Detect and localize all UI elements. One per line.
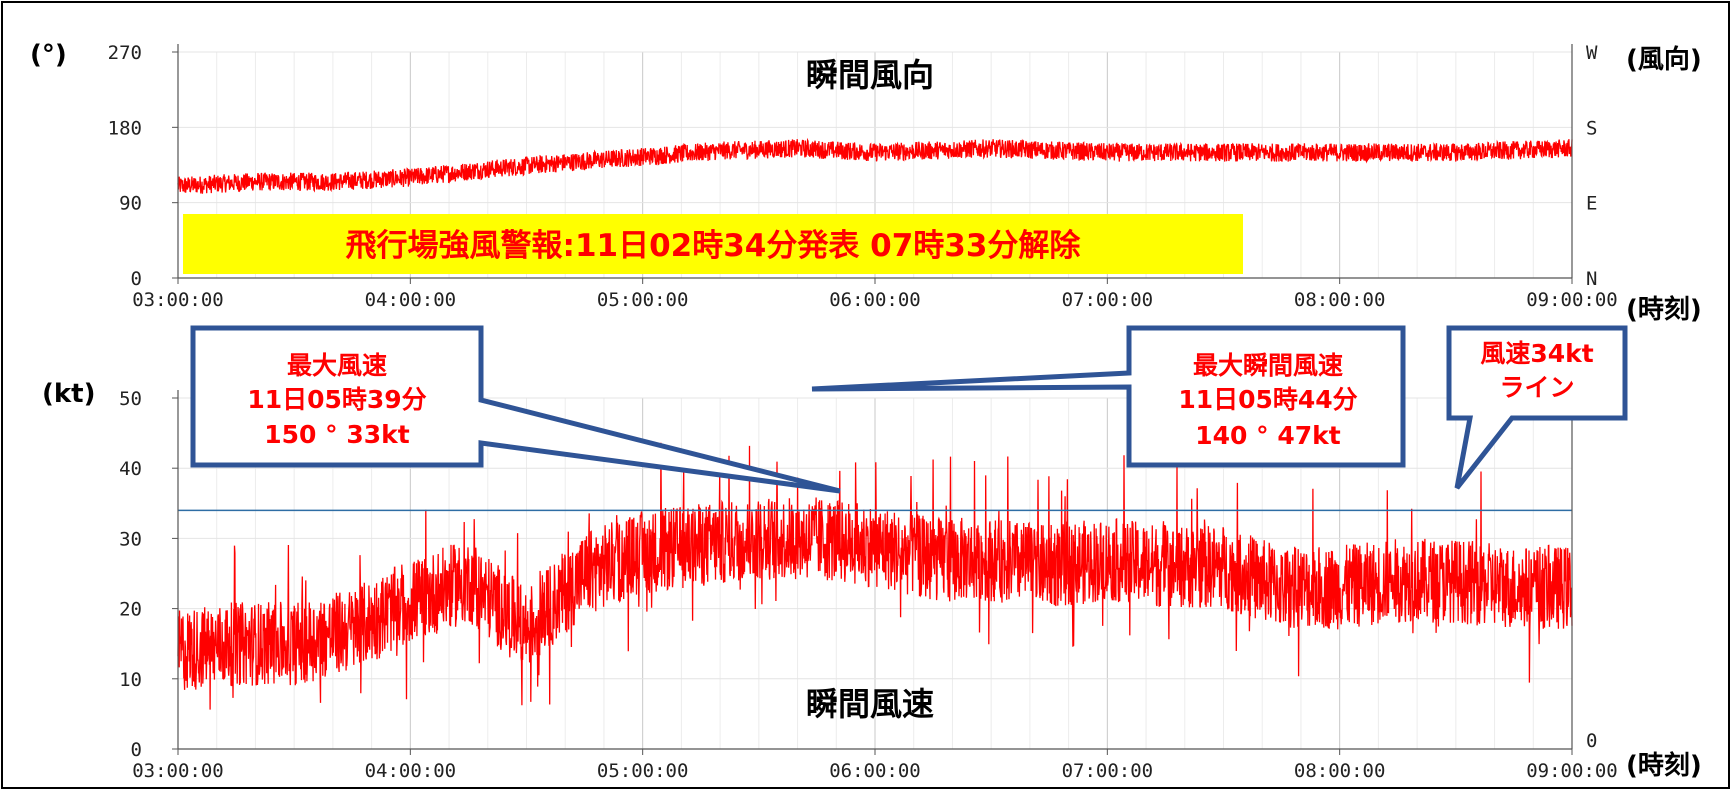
direction-y2-tick-label: W xyxy=(1586,42,1598,64)
speed-y-tick-label: 10 xyxy=(119,669,142,691)
direction-y2-tick-label: N xyxy=(1586,268,1597,290)
speed-x-tick-label: 08:00:00 xyxy=(1294,760,1386,782)
speed-y2-tick-label: 0 xyxy=(1586,730,1597,752)
speed-x-tick-label: 06:00:00 xyxy=(829,760,921,782)
direction-x-tick-label: 03:00:00 xyxy=(132,289,224,311)
speed-x-tick-label: 03:00:00 xyxy=(132,760,224,782)
speed-y-tick-label: 20 xyxy=(119,599,142,621)
callout-max-wind-line3: 150 ° 33kt xyxy=(264,420,410,449)
speed-chart-title: 瞬間風速 xyxy=(806,685,934,723)
callout-34kt-line: 風速34kt ライン xyxy=(1446,325,1628,490)
warning-banner-text: 飛行場強風警報:11日02時34分発表 07時33分解除 xyxy=(346,228,1082,264)
callout-max-gust: 最大瞬間風速 11日05時44分 140 ° 47kt xyxy=(811,325,1406,468)
direction-series xyxy=(177,137,1573,194)
degree-unit-label: (°) xyxy=(30,40,67,70)
speed-y-tick-label: 50 xyxy=(119,388,142,410)
wind-direction-unit-label: (風向) xyxy=(1626,44,1702,75)
speed-y-tick-label: 0 xyxy=(131,739,142,761)
speed-y-tick-label: 30 xyxy=(119,528,142,550)
direction-y-tick-label: 0 xyxy=(131,268,142,290)
direction-y2-tick-label: S xyxy=(1586,117,1597,139)
callout-max-wind-line2: 11日05時39分 xyxy=(247,385,426,414)
direction-y-tick-label: 180 xyxy=(108,117,142,139)
speed-axes: 03:00:00 04:00:00 05:00:00 06:00:00 07:00:00… xyxy=(119,388,1618,782)
callout-max-wind: 最大風速 11日05時39分 150 ° 33kt xyxy=(190,325,841,494)
direction-chart-title: 瞬間風向 xyxy=(806,56,934,94)
callout-max-gust-line3: 140 ° 47kt xyxy=(1195,421,1341,450)
direction-x-tick-label: 04:00:00 xyxy=(365,289,457,311)
speed-x-tick-label: 05:00:00 xyxy=(597,760,689,782)
direction-x-tick-label: 08:00:00 xyxy=(1294,289,1386,311)
kt-unit-label: (kt) xyxy=(42,379,96,409)
direction-y-tick-label: 90 xyxy=(119,193,142,215)
speed-x-tick-label: 04:00:00 xyxy=(365,760,457,782)
direction-x-tick-label: 05:00:00 xyxy=(597,289,689,311)
callout-34kt-line1: 風速34kt xyxy=(1480,339,1593,368)
direction-x-tick-label: 09:00:00 xyxy=(1526,289,1618,311)
speed-x-tick-label: 09:00:00 xyxy=(1526,760,1618,782)
direction-y-tick-label: 270 xyxy=(108,42,142,64)
callout-max-wind-line1: 最大風速 xyxy=(287,351,387,380)
direction-series-line xyxy=(177,137,1573,194)
direction-y2-tick-label: E xyxy=(1586,193,1597,215)
callout-34kt-line2: ライン xyxy=(1499,373,1574,402)
callout-max-gust-line2: 11日05時44分 xyxy=(1178,385,1357,414)
speed-series-line xyxy=(177,442,1573,710)
speed-y-tick-label: 40 xyxy=(119,458,142,480)
speed-grid xyxy=(177,397,1573,750)
warning-banner xyxy=(183,214,1243,274)
speed-x-tick-label: 07:00:00 xyxy=(1062,760,1154,782)
direction-x-tick-label: 06:00:00 xyxy=(829,289,921,311)
speed-series xyxy=(177,442,1573,710)
time-unit-label-bottom: (時刻) xyxy=(1626,750,1702,781)
direction-axes: 03:00:00 04:00:00 05:00:00 06:00:00 07:00:00… xyxy=(108,42,1618,311)
time-unit-label-top: (時刻) xyxy=(1626,294,1702,325)
callout-max-gust-line1: 最大瞬間風速 xyxy=(1193,351,1343,380)
direction-x-tick-label: 07:00:00 xyxy=(1062,289,1154,311)
